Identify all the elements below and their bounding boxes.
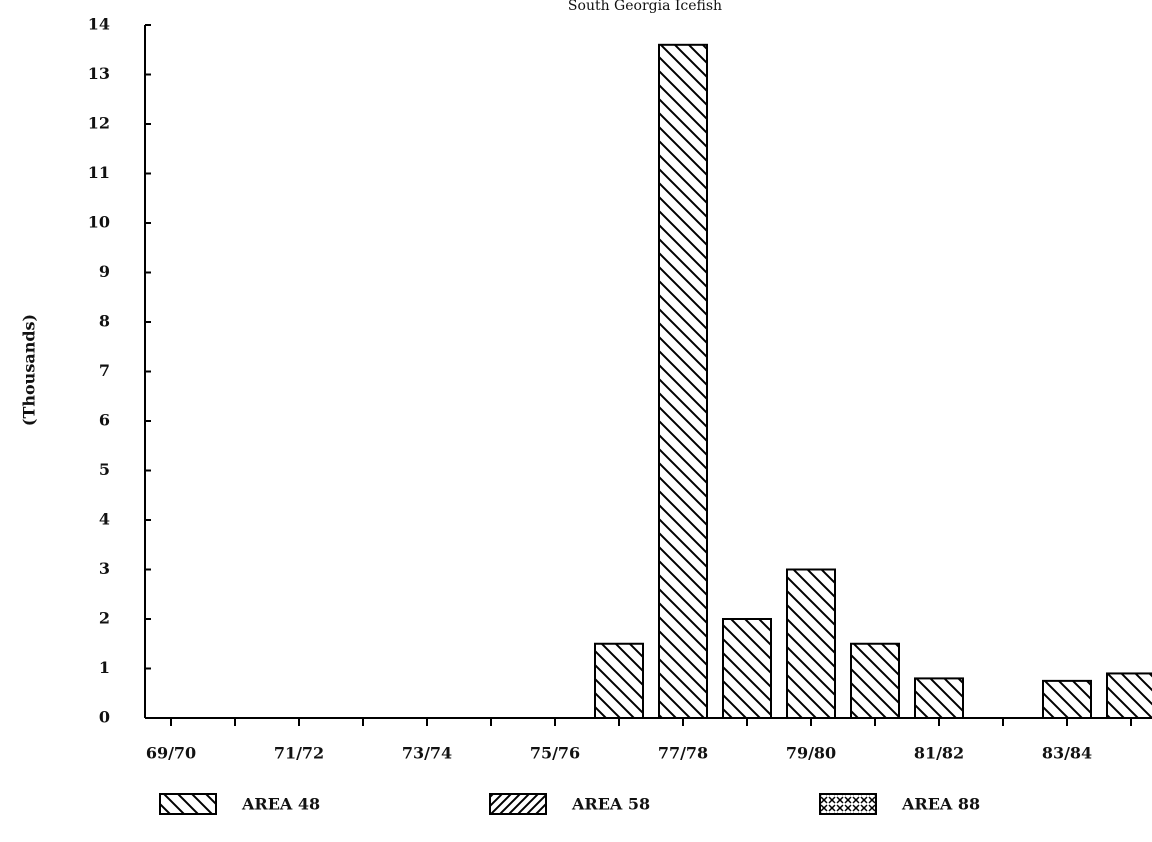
legend-label: AREA 48 <box>241 795 320 814</box>
bar <box>594 642 644 719</box>
x-tick-label: 71/72 <box>274 744 324 763</box>
chart-title: South Georgia Icefish <box>568 0 722 14</box>
legend-label: AREA 88 <box>901 795 980 814</box>
y-tick-label: 0 <box>99 708 110 727</box>
x-tick-label: 77/78 <box>658 744 708 763</box>
y-tick-label: 4 <box>99 510 110 529</box>
x-tick-label: 69/70 <box>146 744 196 763</box>
bar <box>722 618 772 719</box>
y-tick-label: 14 <box>88 15 110 34</box>
y-tick-label: 9 <box>99 262 110 281</box>
bar <box>914 677 964 720</box>
bar <box>786 568 836 719</box>
y-tick-label: 1 <box>99 658 110 677</box>
legend-swatch <box>159 793 217 815</box>
y-tick-label: 6 <box>99 411 110 430</box>
y-tick-label: 12 <box>88 114 110 133</box>
bar <box>1106 672 1152 720</box>
bar <box>658 43 708 720</box>
bar <box>1042 679 1092 719</box>
y-tick-label: 2 <box>99 609 110 628</box>
x-tick-label: 81/82 <box>914 744 964 763</box>
bar <box>850 642 900 719</box>
y-tick-label: 10 <box>88 213 110 232</box>
x-tick-label: 75/76 <box>530 744 580 763</box>
y-tick-label: 8 <box>99 312 110 331</box>
x-tick-label: 83/84 <box>1042 744 1092 763</box>
y-tick-label: 13 <box>88 64 110 83</box>
legend-swatch <box>489 793 547 815</box>
x-tick-label: 79/80 <box>786 744 836 763</box>
legend-swatch <box>819 793 877 815</box>
y-tick-label: 3 <box>99 559 110 578</box>
y-tick-label: 5 <box>99 460 110 479</box>
x-tick-label: 73/74 <box>402 744 452 763</box>
legend-label: AREA 58 <box>571 795 650 814</box>
y-tick-label: 7 <box>99 361 110 380</box>
y-axis-label: (Thousands) <box>20 314 39 426</box>
y-tick-label: 11 <box>88 163 110 182</box>
